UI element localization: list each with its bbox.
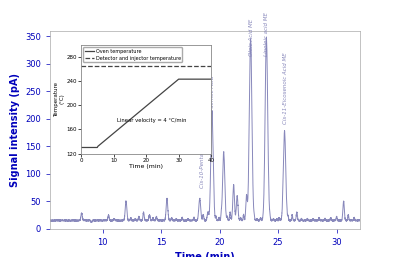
Y-axis label: Temperature
(°C): Temperature (°C) <box>54 82 65 117</box>
Oven temperature <box>96 145 100 148</box>
Legend: Oven temperature, Detector and injector temperature: Oven temperature, Detector and injector … <box>84 47 182 62</box>
X-axis label: Time (min): Time (min) <box>129 164 163 169</box>
Text: Cis-11-Eicosenoic Acid ME: Cis-11-Eicosenoic Acid ME <box>283 52 288 124</box>
Text: Cis-10-Pentadecanoc 305: Cis-10-Pentadecanoc 305 <box>200 117 205 188</box>
X-axis label: Time (min): Time (min) <box>175 252 235 257</box>
Oven temperature <box>192 78 197 81</box>
Oven temperature <box>78 146 84 149</box>
Line: Oven temperature: Oven temperature <box>81 79 211 148</box>
Text: Linear velocity = 4 °C/min: Linear velocity = 4 °C/min <box>117 118 186 123</box>
Oven temperature <box>95 146 100 149</box>
Text: Linoleic acid ME: Linoleic acid ME <box>264 12 270 56</box>
Oven temperature <box>176 78 181 81</box>
Text: Oleic Acid ME: Oleic Acid ME <box>249 18 254 56</box>
Oven temperature <box>209 78 214 81</box>
Y-axis label: Signal intensity (pA): Signal intensity (pA) <box>10 73 20 187</box>
Text: Palmitic Acid: Palmitic Acid <box>210 75 214 111</box>
